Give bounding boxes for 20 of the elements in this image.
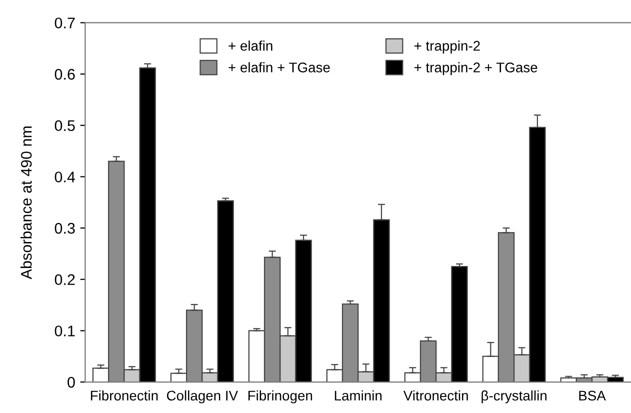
y-tick-label: 0: [68, 376, 75, 388]
x-tick-label: β-crystallin: [482, 390, 546, 404]
x-tick-label: Laminin: [334, 390, 382, 401]
y-axis-title: Absorbance at 490 nm: [20, 126, 32, 280]
legend-label: + trappin-2 + TGase: [414, 62, 538, 76]
y-tick-label: 0.7: [54, 18, 75, 28]
y-tick-label: 0.1: [54, 326, 75, 336]
legend-label: + trappin-2: [414, 40, 480, 54]
y-tick-label: 0.3: [54, 222, 75, 234]
x-tick-label: BSA: [579, 390, 606, 401]
x-tick-label: Vitronectin: [403, 390, 468, 401]
y-tick-label: 0.5: [54, 120, 75, 132]
y-tick-label: 0.2: [54, 274, 75, 286]
legend-label: + elafin + TGase: [228, 62, 330, 72]
legend-label: + elafin: [228, 40, 272, 51]
x-tick-label: Collagen IV: [166, 390, 238, 404]
x-tick-label: Fibrinogen: [248, 390, 312, 404]
y-tick-label: 0.6: [54, 68, 75, 80]
x-tick-label: Fibronectin: [90, 390, 158, 401]
y-tick-label: 0.4: [54, 172, 76, 182]
